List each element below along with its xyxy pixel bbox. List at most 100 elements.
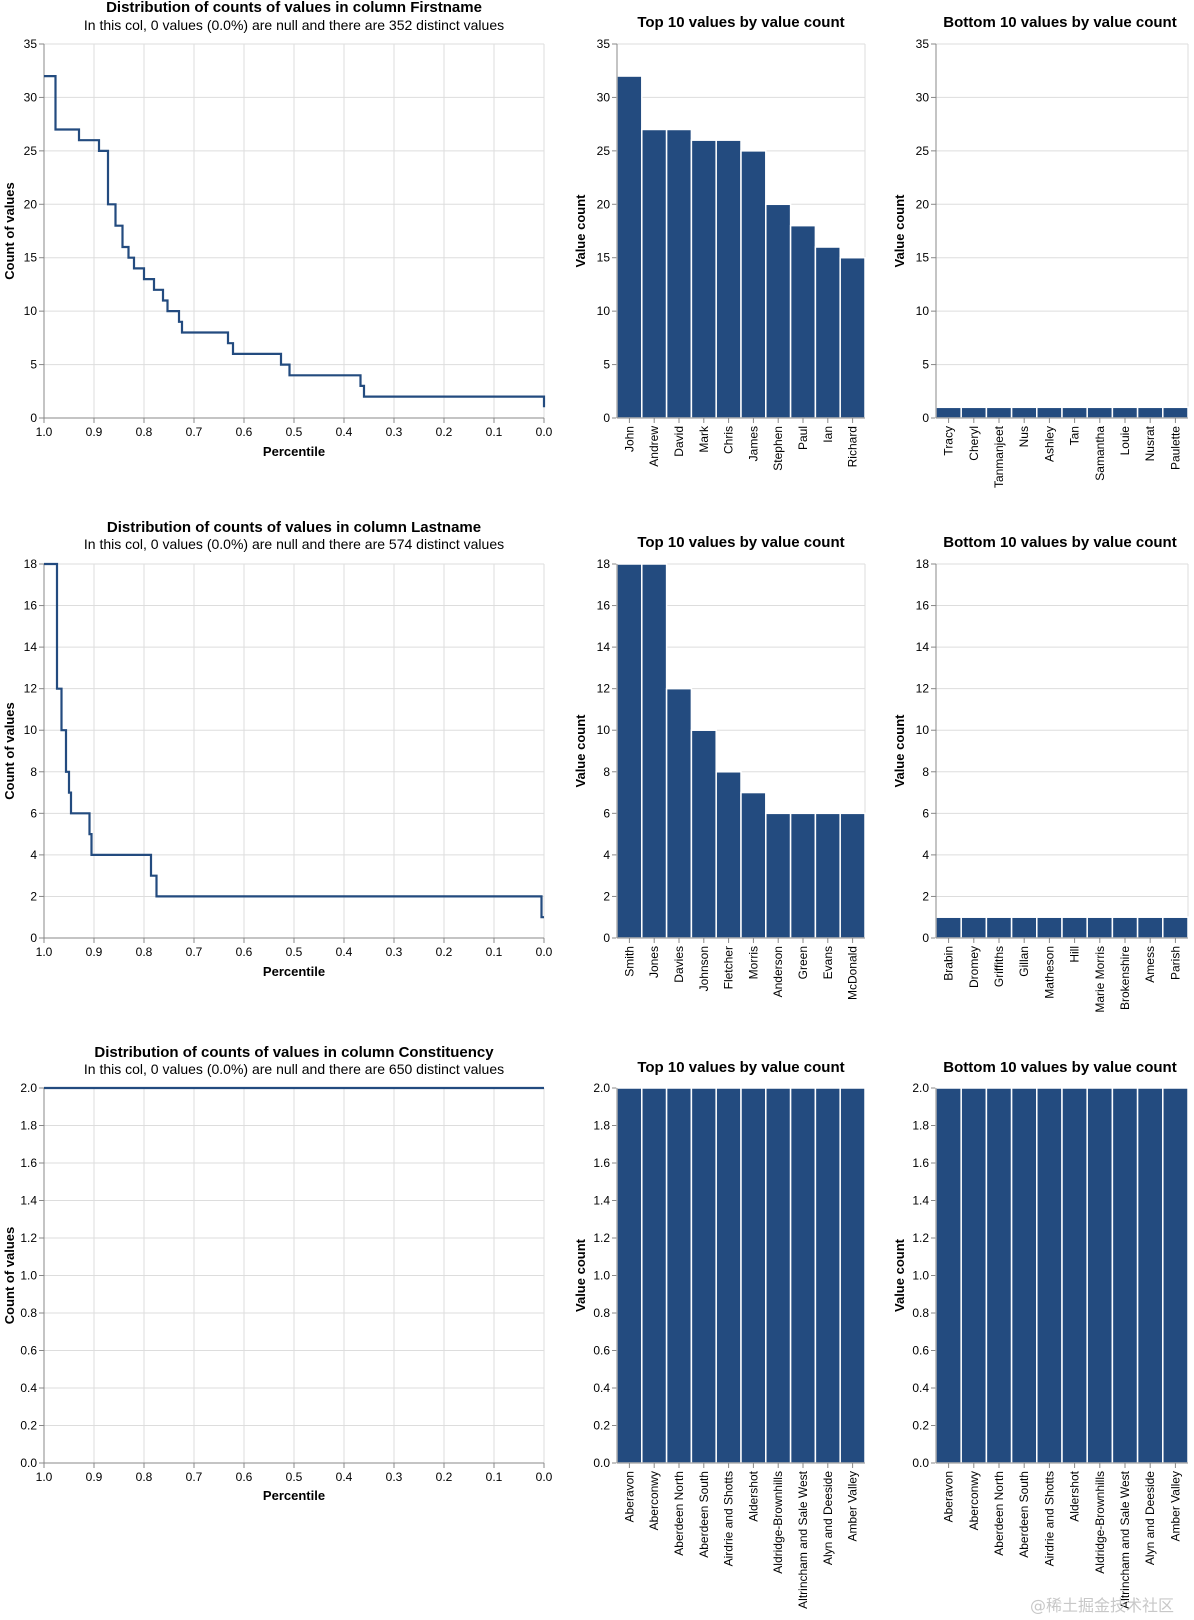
x-tick-label: John bbox=[622, 426, 636, 452]
y-tick-label: 30 bbox=[24, 90, 38, 104]
x-tick-label: Aberavon bbox=[942, 1471, 956, 1522]
y-tick-label: 1.2 bbox=[20, 1231, 37, 1245]
bar bbox=[960, 916, 988, 939]
bar bbox=[985, 916, 1013, 939]
y-tick-label: 8 bbox=[922, 765, 929, 779]
y-tick-label: 15 bbox=[597, 251, 611, 265]
y-tick-label: 0.0 bbox=[912, 1456, 929, 1470]
bar bbox=[1010, 406, 1038, 419]
y-tick-label: 35 bbox=[916, 37, 930, 51]
x-tick-label: Johnson bbox=[697, 946, 711, 991]
y-tick-label: 18 bbox=[24, 557, 38, 571]
x-tick-label: Brokenshire bbox=[1118, 946, 1132, 1010]
y-tick-label: 14 bbox=[597, 640, 611, 654]
bar bbox=[960, 406, 988, 419]
y-tick-label: 0.2 bbox=[593, 1419, 610, 1433]
bar bbox=[765, 203, 792, 419]
y-tick-label: 2.0 bbox=[593, 1081, 610, 1095]
y-tick-label: 2.0 bbox=[912, 1081, 929, 1095]
y-tick-label: 8 bbox=[603, 765, 610, 779]
bar bbox=[641, 128, 668, 419]
x-tick-label: 0.4 bbox=[336, 945, 353, 959]
y-axis-title: Count of values bbox=[2, 702, 17, 800]
bar bbox=[985, 406, 1013, 419]
x-tick-label: 0.4 bbox=[336, 425, 353, 439]
y-tick-label: 8 bbox=[30, 765, 37, 779]
y-tick-label: 20 bbox=[597, 197, 611, 211]
x-tick-label: 0.0 bbox=[536, 425, 553, 439]
x-tick-label: 0.1 bbox=[486, 1470, 503, 1484]
x-tick-label: 0.9 bbox=[86, 1470, 103, 1484]
bar bbox=[1162, 1087, 1189, 1464]
bar-chart-constituency-top10: Top 10 values by value count 0.0 0.2 0.4 0.6… bbox=[573, 1059, 866, 1609]
y-tick-label: 1.0 bbox=[20, 1269, 37, 1283]
bar bbox=[715, 139, 742, 419]
y-tick-label: 0.4 bbox=[20, 1381, 37, 1395]
x-tick-label: McDonald bbox=[846, 946, 860, 1000]
x-tick-label: 0.1 bbox=[486, 945, 503, 959]
watermark: @稀土掘金技术社区 bbox=[1029, 1596, 1174, 1615]
x-tick-label: Louie bbox=[1118, 426, 1132, 456]
bar-chart-firstname-top10: Top 10 values by value count 0 5 10 15 20 25 30… bbox=[573, 14, 866, 471]
y-tick-label: 1.2 bbox=[593, 1231, 610, 1245]
bar-chart-firstname-bottom10: Bottom 10 values by value count 0 5 10 15 20 2… bbox=[892, 14, 1189, 488]
y-tick-label: 0.6 bbox=[593, 1344, 610, 1358]
y-tick-label: 1.8 bbox=[912, 1119, 929, 1133]
x-tick-label: Amess bbox=[1143, 946, 1157, 983]
x-tick-label: Paul bbox=[796, 426, 810, 450]
y-tick-label: 12 bbox=[597, 682, 611, 696]
bar bbox=[839, 256, 866, 419]
y-tick-label: 10 bbox=[916, 304, 930, 318]
x-tick-label: 0.6 bbox=[236, 945, 253, 959]
x-tick-label: Aberdeen South bbox=[1017, 1471, 1031, 1558]
y-tick-label: 1.0 bbox=[912, 1269, 929, 1283]
y-axis-title: Value count bbox=[892, 714, 907, 788]
x-tick-label: Tan bbox=[1068, 426, 1082, 445]
x-tick-label: Aldershot bbox=[1068, 1470, 1082, 1521]
bar bbox=[641, 563, 668, 939]
y-tick-label: 0.4 bbox=[593, 1381, 610, 1395]
x-tick-label: Dromey bbox=[967, 946, 981, 988]
y-axis-title: Value count bbox=[892, 1238, 907, 1312]
y-tick-label: 16 bbox=[916, 599, 930, 613]
y-tick-label: 0 bbox=[603, 411, 610, 425]
y-tick-label: 30 bbox=[597, 90, 611, 104]
x-tick-label: 1.0 bbox=[36, 1470, 53, 1484]
bar bbox=[1086, 406, 1114, 419]
y-tick-label: 0 bbox=[603, 931, 610, 945]
x-tick-label: 0.3 bbox=[386, 425, 403, 439]
y-tick-label: 0 bbox=[30, 931, 37, 945]
y-tick-label: 0.6 bbox=[912, 1344, 929, 1358]
y-tick-label: 16 bbox=[597, 599, 611, 613]
y-tick-label: 20 bbox=[916, 197, 930, 211]
x-tick-label: Parish bbox=[1168, 946, 1182, 980]
x-tick-label: 0.3 bbox=[386, 1470, 403, 1484]
bar bbox=[641, 1087, 668, 1464]
x-tick-label: Stephen bbox=[771, 426, 785, 471]
distribution-chart-constituency-dist: Distribution of counts of values in colu… bbox=[2, 1044, 553, 1503]
y-tick-label: 4 bbox=[922, 848, 929, 862]
bar bbox=[985, 1087, 1013, 1464]
x-tick-label: Alyn and Deeside bbox=[821, 1471, 835, 1565]
bar bbox=[789, 224, 817, 419]
x-tick-label: Aberavon bbox=[622, 1471, 636, 1522]
bar bbox=[616, 75, 643, 419]
y-tick-label: 1.8 bbox=[593, 1119, 610, 1133]
x-tick-label: James bbox=[746, 426, 760, 461]
bar bbox=[1136, 1087, 1164, 1464]
bar bbox=[1086, 1087, 1114, 1464]
x-tick-label: 0.9 bbox=[86, 945, 103, 959]
bar bbox=[1111, 406, 1139, 419]
distribution-chart-firstname-dist: Distribution of counts of values in colu… bbox=[2, 0, 553, 459]
y-tick-label: 25 bbox=[597, 144, 611, 158]
y-axis-title: Value count bbox=[573, 194, 588, 268]
bar bbox=[1010, 916, 1038, 939]
y-tick-label: 30 bbox=[916, 90, 930, 104]
x-tick-label: Airdrie and Shotts bbox=[1042, 1471, 1056, 1566]
chart-subtitle: In this col, 0 values (0.0%) are null an… bbox=[84, 536, 504, 552]
x-tick-label: Aberdeen North bbox=[672, 1471, 686, 1556]
y-tick-label: 10 bbox=[24, 304, 38, 318]
bar bbox=[1061, 1087, 1088, 1464]
x-tick-label: 0.5 bbox=[286, 945, 303, 959]
y-tick-label: 10 bbox=[916, 723, 930, 737]
